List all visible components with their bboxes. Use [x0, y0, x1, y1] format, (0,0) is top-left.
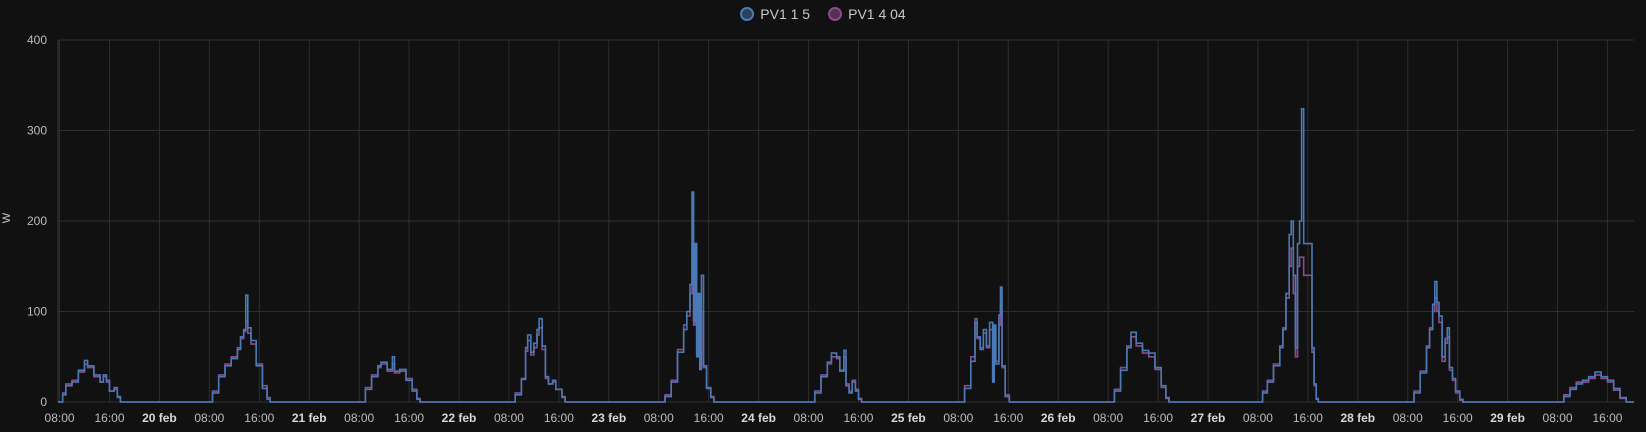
- x-tick-label: 16:00: [244, 411, 274, 425]
- y-tick-label: 100: [27, 305, 47, 319]
- x-tick-label: 16:00: [1143, 411, 1173, 425]
- y-tick-label: 300: [27, 124, 47, 138]
- x-tick-label: 08:00: [344, 411, 374, 425]
- x-tick-label: 26 feb: [1041, 411, 1076, 425]
- x-tick-label: 16:00: [993, 411, 1023, 425]
- series-line-1: [58, 108, 1634, 403]
- x-tick-label: 08:00: [194, 411, 224, 425]
- y-tick-label: 0: [40, 395, 47, 409]
- x-tick-label: 16:00: [1592, 411, 1622, 425]
- x-tick-label: 24 feb: [741, 411, 776, 425]
- axis-ticks: 0 100 200 300 400 08:00 16:00 20 feb 08:00 16:00 2…: [27, 33, 1623, 425]
- x-tick-label: 16:00: [694, 411, 724, 425]
- x-tick-label: 16:00: [394, 411, 424, 425]
- legend-item-series-2[interactable]: PV1 4 04: [828, 6, 906, 22]
- x-tick-label: 25 feb: [891, 411, 926, 425]
- x-tick-label: 23 feb: [591, 411, 626, 425]
- y-tick-label: 400: [27, 33, 47, 47]
- x-tick-label: 08:00: [644, 411, 674, 425]
- x-tick-label: 20 feb: [142, 411, 177, 425]
- chart-series: [58, 108, 1634, 403]
- x-tick-label: 29 feb: [1490, 411, 1525, 425]
- x-tick-label: 16:00: [843, 411, 873, 425]
- legend-item-series-1[interactable]: PV1 1 5: [740, 6, 810, 22]
- x-tick-label: 08:00: [943, 411, 973, 425]
- x-tick-label: 27 feb: [1191, 411, 1226, 425]
- x-tick-label: 28 feb: [1340, 411, 1375, 425]
- x-tick-label: 16:00: [94, 411, 124, 425]
- x-tick-label: 08:00: [1243, 411, 1273, 425]
- x-tick-label: 21 feb: [292, 411, 327, 425]
- legend-dot-series-2: [828, 7, 843, 21]
- legend-dot-series-1: [740, 7, 755, 21]
- x-tick-label: 16:00: [544, 411, 574, 425]
- chart-grid: [57, 39, 1634, 403]
- x-tick-label: 08:00: [1543, 411, 1573, 425]
- x-tick-label: 08:00: [45, 411, 75, 425]
- x-tick-label: 08:00: [794, 411, 824, 425]
- x-tick-label: 08:00: [494, 411, 524, 425]
- x-tick-label: 16:00: [1443, 411, 1473, 425]
- y-tick-label: 200: [27, 214, 47, 228]
- chart-legend: PV1 1 5 PV1 4 04: [0, 6, 1646, 22]
- x-tick-label: 08:00: [1093, 411, 1123, 425]
- x-tick-label: 08:00: [1393, 411, 1423, 425]
- x-tick-label: 16:00: [1293, 411, 1323, 425]
- legend-label-series-2: PV1 4 04: [848, 6, 906, 22]
- legend-label-series-1: PV1 1 5: [760, 6, 811, 22]
- x-tick-label: 22 feb: [442, 411, 477, 425]
